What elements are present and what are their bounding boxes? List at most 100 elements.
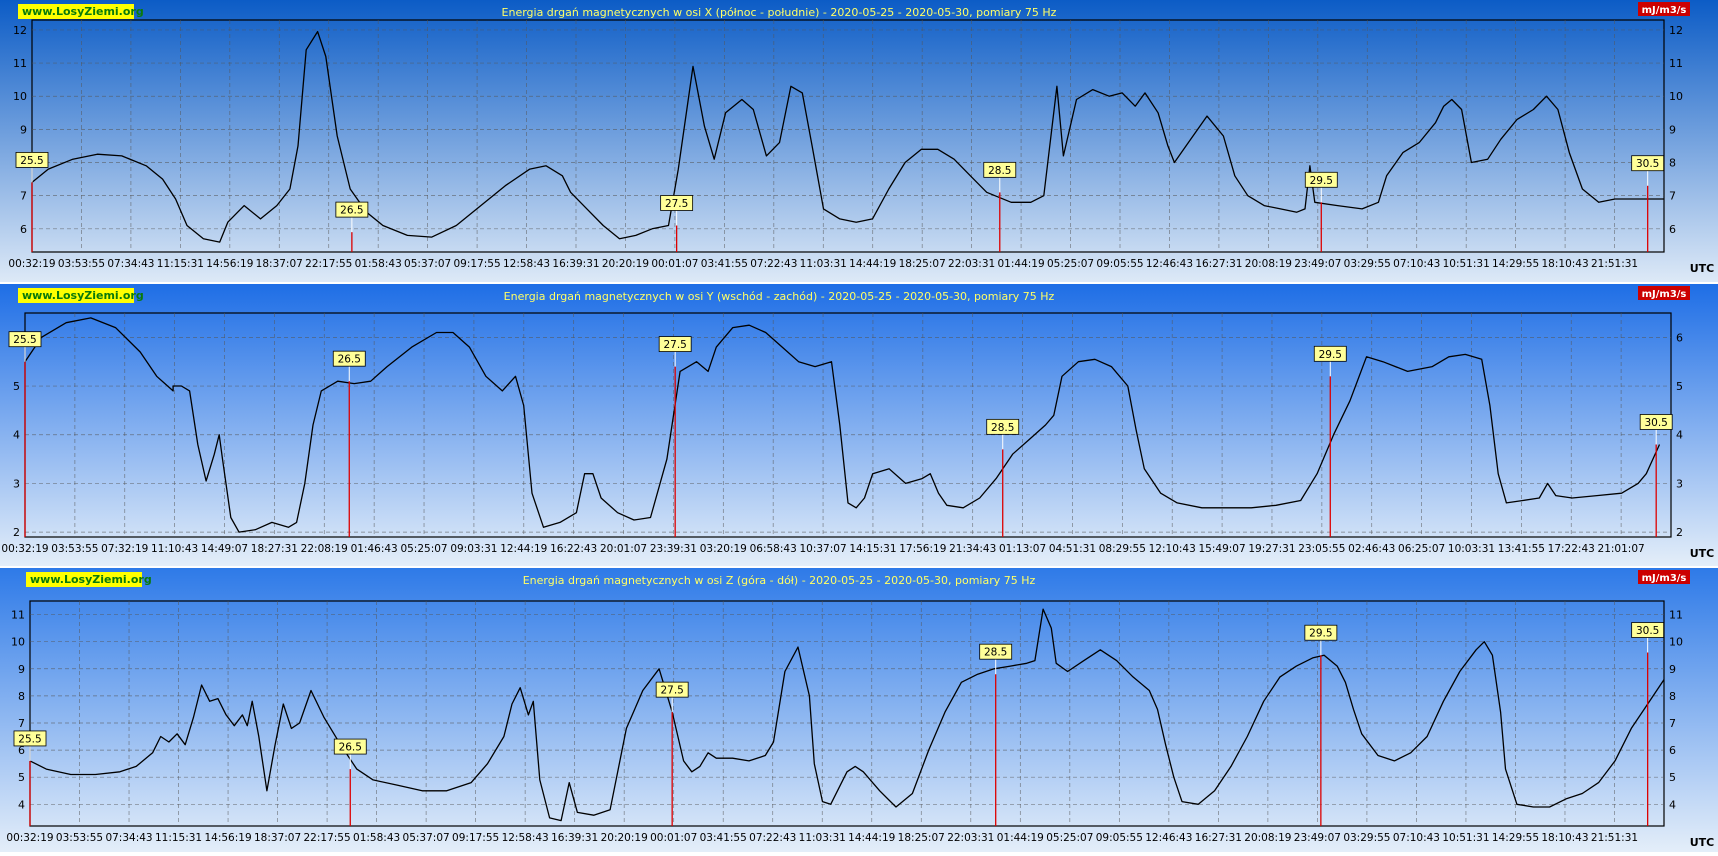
day-marker-badge (1631, 622, 1665, 638)
x-tick-label: 17:56:19 (899, 543, 946, 555)
x-tick-label: 14:29:55 (1492, 832, 1539, 844)
x-tick-label: 16:39:31 (551, 832, 598, 844)
x-tick-label: 11:15:31 (157, 258, 204, 270)
utc-label: UTC (1690, 547, 1715, 560)
x-tick-label: 09:17:55 (452, 832, 499, 844)
y-tick-label-left: 9 (18, 663, 25, 676)
x-tick-label: 16:22:43 (550, 543, 597, 555)
x-tick-label: 22:17:55 (304, 832, 351, 844)
day-marker-badge (1639, 414, 1673, 430)
y-tick-label-right: 6 (1669, 223, 1676, 236)
y-tick-label-right: 9 (1669, 663, 1676, 676)
utc-label: UTC (1690, 836, 1715, 849)
x-tick-label: 21:34:43 (949, 543, 996, 555)
x-tick-label: 03:41:55 (701, 258, 748, 270)
x-tick-label: 05:25:07 (400, 543, 447, 555)
x-tick-label: 01:46:43 (351, 543, 398, 555)
x-tick-label: 01:58:43 (355, 258, 402, 270)
panel-separator (0, 282, 1718, 284)
y-tick-label-left: 10 (13, 90, 27, 103)
chart-title: Energia drgań magnetycznych w osi Y (wsc… (504, 290, 1055, 303)
x-tick-label: 10:51:31 (1443, 258, 1490, 270)
y-tick-label-left: 3 (13, 477, 20, 490)
x-tick-label: 03:29:55 (1344, 258, 1391, 270)
chart-panel-1: www.LosyZiemi.org Energia drgań magnetycz… (0, 0, 1718, 282)
x-tick-label: 11:03:31 (800, 258, 847, 270)
day-marker-badge (335, 201, 369, 218)
x-tick-label: 23:49:07 (1294, 832, 1341, 844)
x-tick-label: 23:49:07 (1294, 258, 1341, 270)
x-tick-label: 14:44:19 (849, 258, 896, 270)
y-tick-label-right: 5 (1676, 380, 1683, 393)
x-tick-label: 16:27:31 (1195, 832, 1242, 844)
x-tick-label: 13:41:55 (1498, 543, 1545, 555)
day-marker-label: 25.5 (20, 155, 43, 167)
chart-panel-2: www.LosyZiemi.org Energia drgań magnetycz… (0, 284, 1718, 566)
x-tick-label: 19:27:31 (1248, 543, 1295, 555)
x-tick-label: 18:25:07 (899, 258, 946, 270)
x-tick-label: 02:46:43 (1348, 543, 1395, 555)
x-tick-label: 03:53:55 (58, 258, 105, 270)
y-tick-label-left: 7 (20, 190, 27, 203)
y-tick-label-left: 4 (13, 429, 20, 442)
x-tick-label: 20:01:07 (600, 543, 647, 555)
x-tick-label: 03:53:55 (56, 832, 103, 844)
x-tick-label: 14:44:19 (848, 832, 895, 844)
x-tick-label: 21:51:31 (1591, 832, 1638, 844)
y-tick-label-right: 5 (1669, 771, 1676, 784)
x-tick-label: 05:37:07 (404, 258, 451, 270)
y-tick-label-right: 11 (1669, 609, 1683, 622)
y-tick-label-right: 12 (1669, 24, 1683, 37)
day-marker-label: 27.5 (665, 198, 688, 210)
unit-label: mJ/m3/s (1642, 5, 1687, 16)
x-tick-label: 20:20:19 (602, 258, 649, 270)
panel-background (0, 568, 1718, 852)
site-name: www.LosyZiemi.org (22, 5, 144, 18)
x-tick-label: 20:08:19 (1245, 258, 1292, 270)
plot-frame (29, 600, 1665, 827)
x-tick-label: 05:37:07 (403, 832, 450, 844)
y-tick-label-right: 2 (1676, 526, 1683, 539)
site-name: www.LosyZiemi.org (22, 289, 144, 302)
x-tick-label: 14:29:55 (1492, 258, 1539, 270)
x-tick-label: 20:20:19 (601, 832, 648, 844)
x-tick-label: 08:29:55 (1099, 543, 1146, 555)
day-marker-label: 29.5 (1310, 175, 1333, 187)
day-marker-badge (332, 350, 366, 367)
y-tick-label-right: 8 (1669, 157, 1676, 170)
day-marker-label: 30.5 (1636, 625, 1659, 637)
y-tick-label-right: 6 (1676, 331, 1683, 344)
x-tick-label: 00:32:19 (1, 543, 48, 555)
x-tick-label: 20:08:19 (1244, 832, 1291, 844)
x-tick-label: 07:10:43 (1393, 832, 1440, 844)
day-marker-badge (1304, 171, 1338, 188)
x-tick-label: 18:10:43 (1541, 832, 1588, 844)
x-tick-label: 09:17:55 (454, 258, 501, 270)
plot-frame (31, 19, 1665, 253)
x-tick-label: 01:44:19 (997, 832, 1044, 844)
y-tick-label-left: 2 (13, 526, 20, 539)
panel-background (0, 284, 1718, 566)
x-tick-label: 12:46:43 (1146, 258, 1193, 270)
x-tick-label: 00:01:07 (650, 832, 697, 844)
day-marker-label: 25.5 (13, 334, 36, 346)
y-tick-label-left: 7 (18, 717, 25, 730)
chart-title: Energia drgań magnetycznych w osi X (pół… (502, 6, 1057, 19)
y-tick-label-left: 4 (18, 798, 25, 811)
day-marker-label: 30.5 (1636, 158, 1659, 170)
x-tick-label: 18:25:07 (898, 832, 945, 844)
day-marker-label: 26.5 (338, 354, 361, 366)
day-marker-label: 29.5 (1309, 628, 1332, 640)
x-tick-label: 03:53:55 (51, 543, 98, 555)
x-tick-label: 09:05:55 (1096, 832, 1143, 844)
panel-separator (0, 566, 1718, 568)
x-tick-label: 07:34:43 (107, 258, 154, 270)
unit-badge (1638, 570, 1690, 584)
x-tick-label: 07:22:43 (750, 258, 797, 270)
x-tick-label: 04:51:31 (1049, 543, 1096, 555)
x-tick-label: 17:22:43 (1548, 543, 1595, 555)
x-tick-label: 06:25:07 (1398, 543, 1445, 555)
y-tick-label-left: 12 (13, 24, 27, 37)
